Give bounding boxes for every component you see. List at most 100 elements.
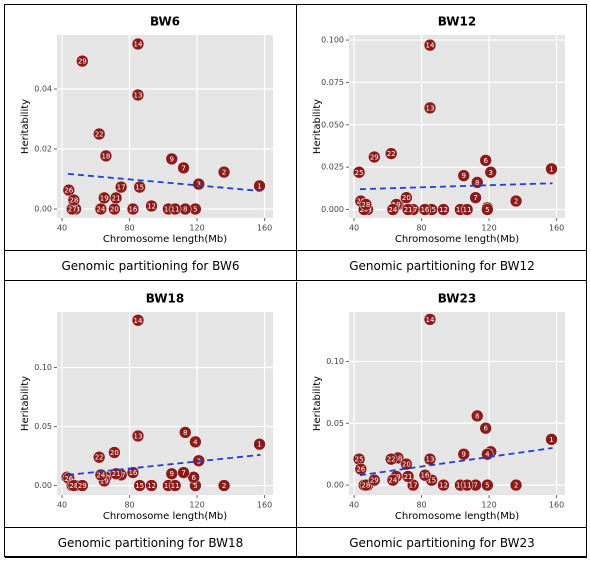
point-label: 15 <box>427 206 436 214</box>
point-label: 20 <box>110 449 119 457</box>
y-tick-label: 0.075 <box>321 78 344 87</box>
data-point <box>509 194 523 208</box>
point-label: 29 <box>78 482 87 490</box>
data-point <box>423 38 437 52</box>
point-label: 12 <box>147 203 156 211</box>
point-label: 28 <box>69 482 78 490</box>
data-point <box>469 191 482 204</box>
point-label: 22 <box>387 150 396 158</box>
x-tick-label: 40 <box>349 224 359 233</box>
point-label: 12 <box>147 482 156 490</box>
data-point <box>423 313 437 326</box>
figure-cell: BW12 40 80 120 160 0.000 0.025 0.050 0.075 0.100 C… <box>296 5 587 281</box>
data-point <box>92 127 106 141</box>
point-label: 2 <box>222 482 226 490</box>
plot-area: BW12 40 80 120 160 0.000 0.025 0.050 0.075 0.100 C… <box>297 5 587 251</box>
data-point <box>131 88 145 102</box>
data-point <box>545 433 558 446</box>
data-point <box>177 161 190 175</box>
data-point <box>384 147 398 160</box>
point-label: 13 <box>426 456 435 464</box>
data-point <box>165 152 178 166</box>
point-label: 4 <box>193 438 198 446</box>
point-label: 29 <box>78 58 87 66</box>
x-axis-label: Chromosome length(Mb) <box>103 234 227 245</box>
data-point <box>479 421 492 435</box>
point-label: 10 <box>164 206 173 214</box>
point-label: 13 <box>426 104 435 112</box>
x-tick-label: 120 <box>481 224 496 233</box>
point-label: 29 <box>370 154 379 162</box>
point-label: 2 <box>222 169 226 177</box>
data-point <box>126 202 140 216</box>
point-label: 12 <box>439 206 448 214</box>
point-label: 22 <box>95 454 104 462</box>
y-tick-label: 0.10 <box>326 357 344 366</box>
point-label: 24 <box>96 471 105 479</box>
point-label: 10 <box>456 206 465 214</box>
data-point <box>481 203 494 216</box>
data-point <box>401 203 415 216</box>
data-point <box>131 37 145 51</box>
point-label: 10 <box>456 482 465 490</box>
point-label: 15 <box>135 184 144 192</box>
point-label: 17 <box>117 184 126 192</box>
figure-table: BW6 40 80 120 160 0.00 0.02 0.04 Chromosome leng… <box>4 4 587 558</box>
point-label: 1 <box>549 165 553 173</box>
point-label: 14 <box>426 316 435 324</box>
data-point <box>457 169 470 182</box>
x-tick-label: 80 <box>416 224 426 233</box>
caption: Genomic partitioning for BW18 <box>5 528 296 558</box>
data-point <box>368 473 381 487</box>
point-label: 1 <box>549 436 553 444</box>
point-label: 9 <box>462 172 466 180</box>
x-tick-label: 40 <box>57 501 67 510</box>
data-point <box>76 479 89 492</box>
data-point <box>189 435 202 449</box>
data-point <box>460 203 474 216</box>
point-label: 28 <box>69 197 78 205</box>
data-point <box>108 446 121 459</box>
data-point <box>133 479 146 492</box>
point-label: 3 <box>489 169 493 177</box>
point-label: 2 <box>514 198 518 206</box>
data-point <box>479 154 492 167</box>
point-label: 19 <box>100 194 109 202</box>
data-point <box>423 101 437 115</box>
data-point <box>386 203 400 216</box>
point-label: 14 <box>134 317 143 325</box>
y-tick-label: 0.00 <box>326 481 344 490</box>
point-label: 22 <box>95 131 104 139</box>
data-point <box>400 457 413 471</box>
point-label: 22 <box>387 456 396 464</box>
x-axis-label: Chromosome length(Mb) <box>395 511 519 522</box>
point-label: 14 <box>426 42 435 50</box>
point-label: 1 <box>257 182 261 190</box>
point-label: 26 <box>356 466 365 474</box>
y-tick-label: 0.02 <box>34 145 52 154</box>
y-axis-label: Heritability <box>20 376 31 431</box>
caption: Genomic partitioning for BW12 <box>297 251 587 281</box>
plot-area: BW18 40 80 120 160 0.00 0.05 0.10 Chromosome len… <box>5 282 296 528</box>
y-tick-label: 0.050 <box>321 120 344 129</box>
y-tick-label: 0.00 <box>34 481 52 490</box>
data-point <box>545 162 558 176</box>
point-label: 13 <box>134 92 143 100</box>
trend-line <box>359 447 553 477</box>
y-tick-label: 0.000 <box>321 205 344 214</box>
figure-cell: BW18 40 80 120 160 0.00 0.05 0.10 Chromosome len… <box>5 282 296 558</box>
data-point <box>62 183 76 197</box>
x-axis-label: Chromosome length(Mb) <box>395 234 519 245</box>
plot-panel <box>57 312 273 495</box>
point-label: 7 <box>473 482 477 490</box>
point-label: 8 <box>183 429 187 437</box>
point-label: 5 <box>193 482 197 490</box>
data-point <box>168 202 182 216</box>
point-label: 5 <box>485 482 489 490</box>
point-label: 11 <box>171 482 180 490</box>
x-tick-label: 120 <box>189 224 204 233</box>
plot-area: BW23 40 80 120 160 0.00 0.05 0.10 Chromosome len… <box>297 282 587 528</box>
point-label: 24 <box>388 206 397 214</box>
data-point <box>126 466 140 479</box>
